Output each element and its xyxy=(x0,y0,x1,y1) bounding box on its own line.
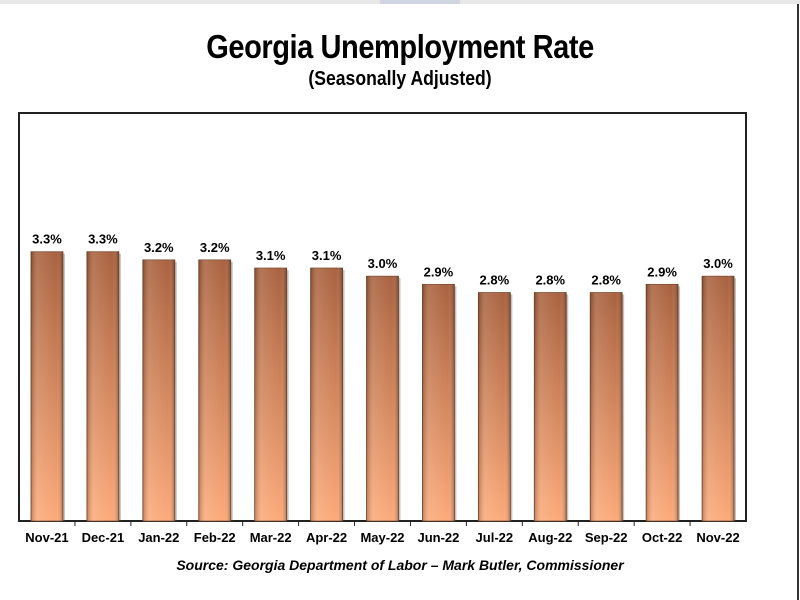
x-tick-label: Dec-21 xyxy=(82,530,125,545)
bar-highlight xyxy=(142,259,175,521)
chart-title: Georgia Unemployment Rate xyxy=(206,28,594,65)
data-label: 2.9% xyxy=(424,264,454,279)
bar-highlight xyxy=(86,251,119,521)
bar-highlight xyxy=(646,284,679,521)
x-tick-label: Oct-22 xyxy=(642,530,682,545)
chart-subtitle: (Seasonally Adjusted) xyxy=(308,68,492,90)
data-label: 3.3% xyxy=(32,232,62,247)
data-label: 3.2% xyxy=(200,240,230,255)
data-label: 2.8% xyxy=(480,273,510,288)
bar-highlight xyxy=(254,268,287,521)
bar-highlight xyxy=(478,292,511,521)
window-edge xyxy=(797,4,799,600)
bar-highlight xyxy=(702,276,735,521)
data-label: 3.0% xyxy=(703,256,733,271)
x-tick-label: Feb-22 xyxy=(194,530,236,545)
bar-highlight xyxy=(366,276,399,521)
data-label: 3.1% xyxy=(256,248,286,263)
data-label: 3.0% xyxy=(368,256,398,271)
bar-highlight xyxy=(422,284,455,521)
source-note: Source: Georgia Department of Labor – Ma… xyxy=(176,557,624,573)
x-tick-label: Nov-21 xyxy=(25,530,68,545)
x-tick-label: May-22 xyxy=(360,530,404,545)
bar-highlight xyxy=(310,268,343,521)
data-label: 3.3% xyxy=(88,232,118,247)
bar-highlight xyxy=(534,292,567,521)
x-tick-label: Apr-22 xyxy=(306,530,347,545)
x-tick-label: Aug-22 xyxy=(528,530,572,545)
data-label: 3.1% xyxy=(312,248,342,263)
bar-highlight xyxy=(590,292,623,521)
bar-highlight xyxy=(198,259,231,521)
data-label: 2.9% xyxy=(647,264,677,279)
data-label: 3.2% xyxy=(144,240,174,255)
x-tick-label: Sep-22 xyxy=(585,530,628,545)
x-tick-label: Mar-22 xyxy=(250,530,292,545)
data-label: 2.8% xyxy=(591,273,621,288)
x-tick-label: Jun-22 xyxy=(417,530,459,545)
x-tick-label: Jul-22 xyxy=(476,530,514,545)
top-tab xyxy=(380,0,460,4)
x-tick-label: Nov-22 xyxy=(696,530,739,545)
bar-highlight xyxy=(30,251,63,521)
data-label: 2.8% xyxy=(535,273,565,288)
x-tick-label: Jan-22 xyxy=(138,530,179,545)
